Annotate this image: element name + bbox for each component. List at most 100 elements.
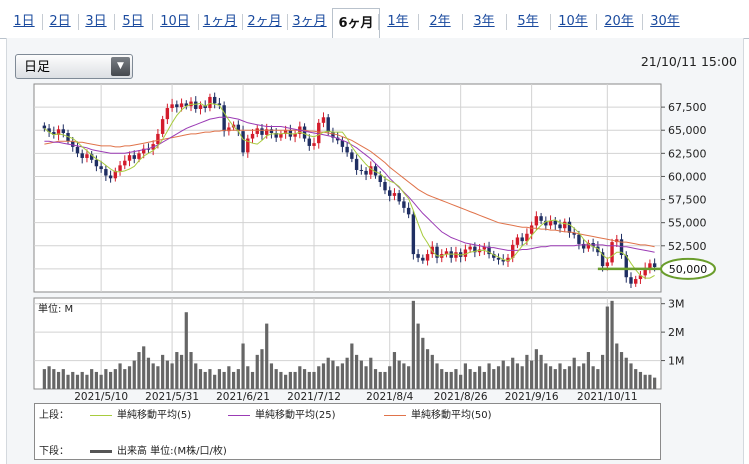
volume-bar <box>643 374 647 389</box>
candle-body <box>246 138 250 153</box>
volume-bar <box>317 366 321 389</box>
legend-ma25-swatch <box>228 414 250 416</box>
volume-bar <box>369 357 373 389</box>
volume-bar <box>591 366 595 389</box>
candle-body <box>648 263 652 268</box>
legend-ma5-label: 単純移動平均(5) <box>117 410 192 421</box>
candle-body <box>250 133 255 139</box>
tab-5[interactable]: 10日 <box>160 14 190 29</box>
candle-body <box>629 277 633 284</box>
tab-8[interactable]: 3ヶ月 <box>292 14 327 29</box>
tab-10[interactable]: 1年 <box>387 14 409 29</box>
candle-body <box>572 232 576 235</box>
volume-bar <box>492 369 496 389</box>
volume-bar <box>487 363 491 389</box>
volume-bar <box>71 371 75 389</box>
volume-bar <box>165 360 169 389</box>
candle-body <box>194 101 198 109</box>
volume-bar <box>42 369 46 389</box>
candle-body <box>340 140 345 147</box>
interval-select[interactable]: 日足 ▼ <box>15 54 133 79</box>
volume-bar <box>269 363 274 389</box>
candle-body <box>217 103 222 106</box>
candle-body <box>411 214 416 255</box>
volume-bar <box>321 363 326 389</box>
volume-bar <box>501 360 505 389</box>
volume-bar <box>255 354 259 389</box>
volume-bar <box>279 371 283 389</box>
tab-3[interactable]: 3日 <box>85 14 107 29</box>
volume-bar <box>231 371 236 389</box>
legend-volume-label: 出来高 単位:(M株/口/枚) <box>117 446 227 457</box>
candle-body <box>416 254 420 258</box>
volume-bar <box>463 363 468 389</box>
tab-separator <box>78 14 79 30</box>
volume-bar <box>222 371 226 389</box>
volume-bar <box>449 371 453 389</box>
volume-bar <box>113 369 117 389</box>
volume-bar <box>354 354 359 389</box>
candle-body <box>350 152 354 159</box>
price-tick-label: 62,500 <box>668 147 707 160</box>
volume-bar <box>530 360 534 389</box>
candle-body <box>260 128 264 135</box>
volume-bar <box>600 354 605 389</box>
candle-body <box>525 233 529 242</box>
tab-11[interactable]: 2年 <box>429 14 451 29</box>
volume-bar <box>563 369 567 389</box>
candle-body <box>534 216 539 226</box>
volume-bar <box>624 357 628 389</box>
tab-15[interactable]: 20年 <box>604 14 634 29</box>
volume-bar <box>217 369 222 389</box>
volume-bar <box>392 352 397 389</box>
volume-bar <box>525 354 529 389</box>
volume-bar <box>548 366 553 389</box>
candle-body <box>89 154 94 160</box>
candle-body <box>463 249 468 257</box>
volume-bar <box>596 369 600 389</box>
volume-bar <box>142 346 146 389</box>
tab-14[interactable]: 10年 <box>558 14 588 29</box>
volume-bar <box>430 354 434 389</box>
tab-6[interactable]: 1ヶ月 <box>202 14 238 29</box>
tab-16[interactable]: 30年 <box>650 14 680 29</box>
tab-1[interactable]: 1日 <box>13 14 35 29</box>
candle-body <box>492 254 496 258</box>
volume-bar <box>345 357 349 389</box>
tab-12[interactable]: 3年 <box>473 14 495 29</box>
volume-bar <box>302 369 307 389</box>
candle-body <box>241 131 245 153</box>
volume-bar <box>454 369 458 389</box>
legend-upper-label: 上段： <box>39 410 69 421</box>
volume-bar <box>198 369 203 389</box>
candle-body <box>378 175 382 182</box>
candle-body <box>312 143 316 146</box>
candle-body <box>548 220 553 226</box>
tab-separator <box>152 14 153 30</box>
candle-body <box>406 207 411 215</box>
candle-body <box>345 146 349 153</box>
volume-bar <box>586 352 591 389</box>
price-tick-label: 52,500 <box>668 240 707 253</box>
candle-body <box>506 257 510 262</box>
volume-bar <box>411 300 415 389</box>
tab-4[interactable]: 5日 <box>122 14 144 29</box>
date-tick-label: 2021/7/12 <box>287 391 341 403</box>
tab-2[interactable]: 2日 <box>49 14 71 29</box>
candle-body <box>563 221 567 229</box>
chevron-down-icon[interactable]: ▼ <box>111 57 130 76</box>
candle-body <box>56 129 61 135</box>
volume-bar <box>425 349 430 389</box>
candle-body <box>638 275 643 280</box>
candle-body <box>610 242 614 263</box>
legend-volume: 出来高 単位:(M株/口/枚) <box>85 442 227 457</box>
tab-7[interactable]: 2ヶ月 <box>247 14 282 29</box>
volume-bar <box>52 369 56 389</box>
price-tick-label: 57,500 <box>668 194 707 207</box>
legend-ma5-swatch <box>90 414 112 416</box>
volume-bar <box>265 323 269 389</box>
candle-body <box>104 169 108 176</box>
candle-body <box>454 252 458 258</box>
tab-13[interactable]: 5年 <box>517 14 539 29</box>
candle-body <box>123 160 127 166</box>
